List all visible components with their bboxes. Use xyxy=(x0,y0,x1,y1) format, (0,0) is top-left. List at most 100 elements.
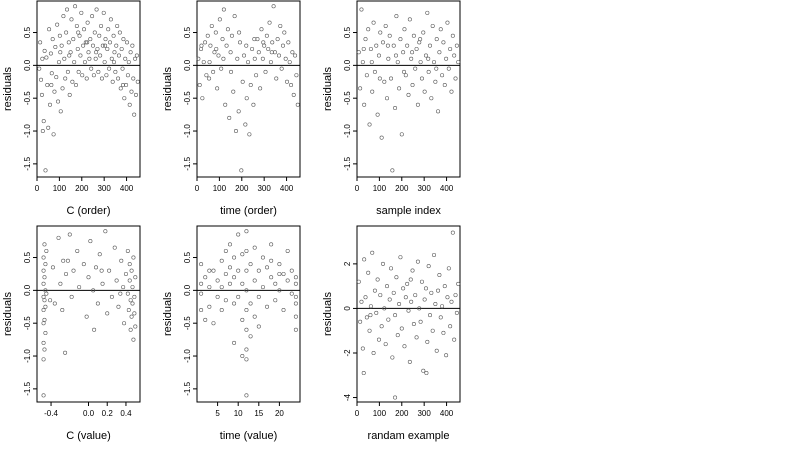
data-point xyxy=(275,37,280,42)
data-point xyxy=(453,293,458,298)
data-point xyxy=(196,56,201,61)
data-point xyxy=(114,278,119,283)
x-tick-label: 200 xyxy=(395,184,409,193)
data-point xyxy=(125,248,130,253)
data-point xyxy=(247,132,252,137)
data-point xyxy=(41,340,46,345)
data-point xyxy=(293,301,298,306)
data-point xyxy=(260,56,265,61)
data-point xyxy=(358,319,363,324)
x-tick-label: 100 xyxy=(373,184,387,193)
y-tick-label: 0.0 xyxy=(23,284,32,296)
y-tick-label: -1.0 xyxy=(183,124,192,138)
data-point xyxy=(293,314,298,319)
data-point xyxy=(360,60,365,65)
plot-frame xyxy=(196,0,301,178)
data-point xyxy=(395,333,400,338)
data-point xyxy=(293,281,298,286)
data-point xyxy=(402,69,407,74)
data-point xyxy=(450,230,455,235)
data-point xyxy=(227,265,232,270)
data-point xyxy=(119,46,124,51)
data-point xyxy=(107,268,112,273)
data-point xyxy=(415,259,420,264)
data-point xyxy=(236,268,241,273)
data-point xyxy=(77,285,82,290)
data-point xyxy=(219,308,224,313)
data-point xyxy=(427,43,432,48)
data-point xyxy=(204,73,209,78)
data-point xyxy=(134,53,139,58)
data-point xyxy=(125,73,130,78)
data-point xyxy=(244,43,249,48)
data-point xyxy=(211,268,216,273)
x-tick-label: 400 xyxy=(280,184,294,193)
data-point xyxy=(103,37,108,42)
data-point xyxy=(375,277,380,282)
data-point xyxy=(362,257,367,262)
data-point xyxy=(430,328,435,333)
scatter-panel-2: 0 100 200 300 400 -1.5 -1.0 -0.5 0.0 0.5 time (ord… xyxy=(162,0,301,217)
data-point xyxy=(426,264,431,269)
data-point xyxy=(93,265,98,270)
data-point xyxy=(265,304,270,309)
data-point xyxy=(402,344,407,349)
data-point xyxy=(256,324,261,329)
data-point xyxy=(49,83,54,88)
data-point xyxy=(422,297,427,302)
data-point xyxy=(273,298,278,303)
data-point xyxy=(125,40,130,45)
data-point xyxy=(263,69,268,74)
y-tick-label: 0.0 xyxy=(183,284,192,296)
data-point xyxy=(95,46,100,51)
y-tick-label: 0.0 xyxy=(343,59,352,71)
data-point xyxy=(368,46,373,51)
data-point xyxy=(205,33,210,38)
data-point xyxy=(207,285,212,290)
x-tick-label: 0 xyxy=(35,184,40,193)
data-point xyxy=(415,102,420,107)
data-point xyxy=(367,328,372,333)
data-point xyxy=(240,354,245,359)
data-point xyxy=(38,40,43,45)
data-point xyxy=(219,66,224,71)
data-point xyxy=(240,317,245,322)
data-point xyxy=(246,60,251,65)
x-axis-title: C (value) xyxy=(66,430,111,442)
data-point xyxy=(271,4,276,9)
data-point xyxy=(368,304,373,309)
data-point xyxy=(43,262,48,267)
data-point xyxy=(126,308,131,313)
data-point xyxy=(120,66,125,71)
data-point xyxy=(372,69,377,74)
data-point xyxy=(369,60,374,65)
data-point xyxy=(42,48,47,53)
data-point xyxy=(73,4,78,9)
data-point xyxy=(244,357,249,362)
data-point xyxy=(69,294,74,299)
data-point xyxy=(440,304,445,309)
data-point xyxy=(244,393,249,398)
data-point xyxy=(47,27,52,32)
data-point xyxy=(121,285,126,290)
data-point xyxy=(281,308,286,313)
data-point xyxy=(118,86,123,91)
data-point xyxy=(244,288,249,293)
data-point xyxy=(229,33,234,38)
x-tick-label: 0 xyxy=(195,184,200,193)
data-point xyxy=(256,294,261,299)
data-point xyxy=(379,324,384,329)
data-point xyxy=(366,270,371,275)
data-point xyxy=(452,337,457,342)
data-point xyxy=(86,50,91,55)
y-axis-title: residuals xyxy=(2,291,14,336)
data-point xyxy=(248,301,253,306)
data-point xyxy=(410,50,415,55)
data-point xyxy=(281,271,286,276)
data-point xyxy=(361,46,366,51)
data-point xyxy=(49,71,54,76)
data-point xyxy=(403,295,408,300)
x-tick-label: 400 xyxy=(440,409,454,418)
data-point xyxy=(393,395,398,400)
data-point xyxy=(133,56,138,61)
